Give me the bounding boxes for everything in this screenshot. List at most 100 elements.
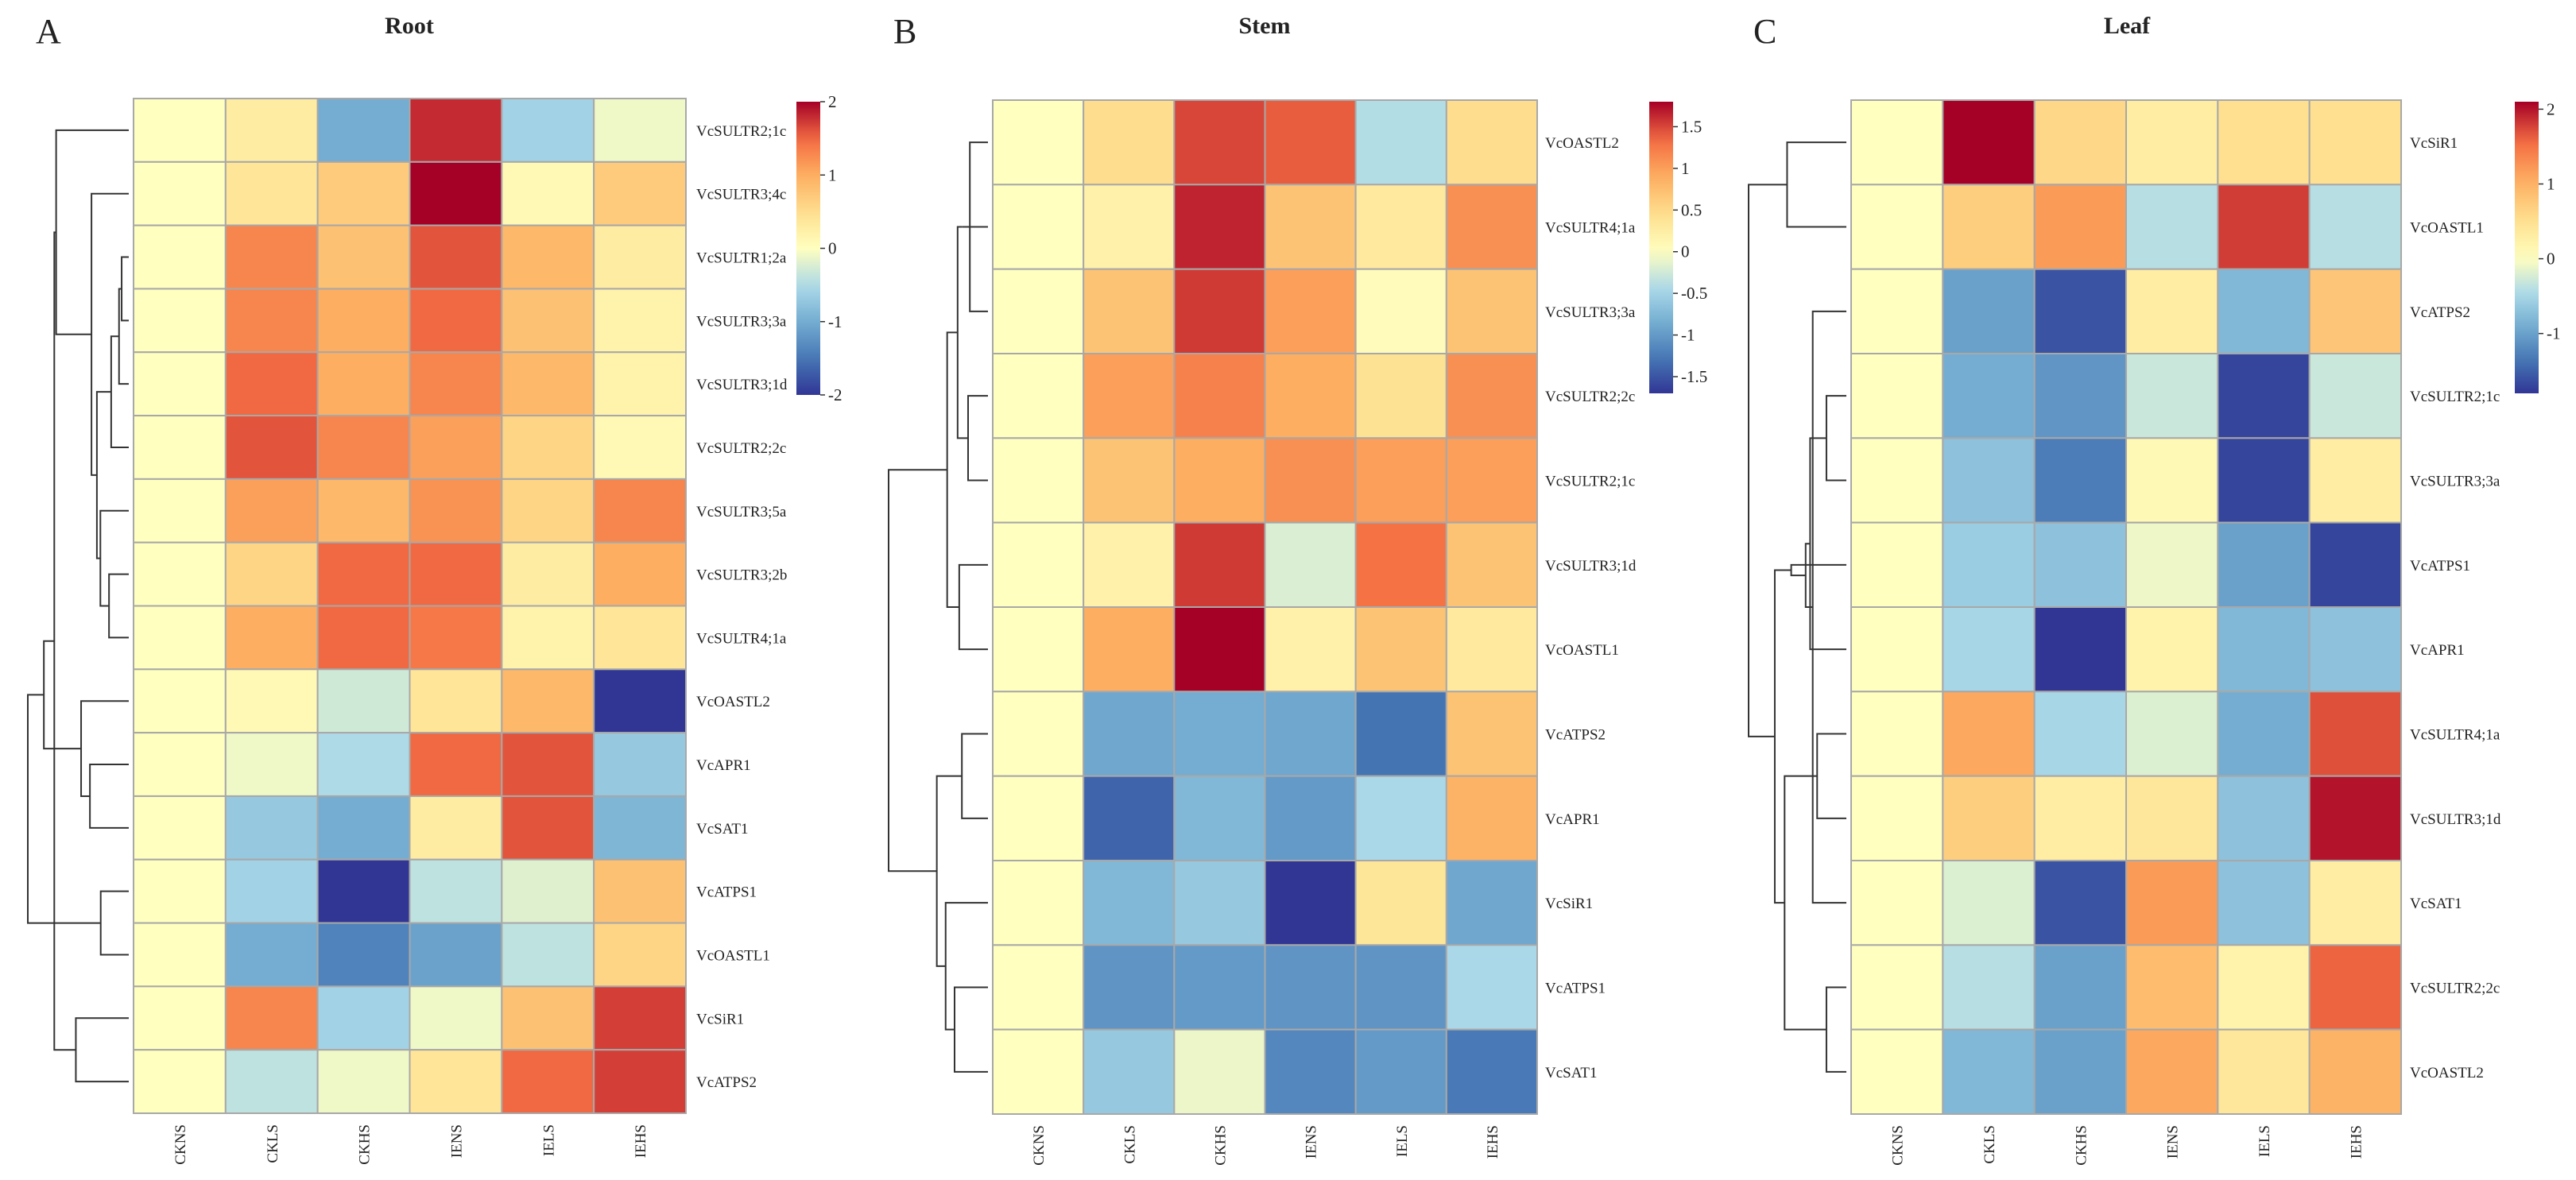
heatmap-cell (2217, 860, 2311, 946)
heatmap-cell (2033, 268, 2128, 354)
panel-letter: C (1753, 12, 1776, 51)
heatmap-cell (133, 922, 227, 988)
column-label: CKNS (1890, 1125, 1907, 1166)
heatmap-cell (1354, 99, 1447, 186)
heatmap-cell (2033, 944, 2128, 1031)
row-label: VcAPR1 (2410, 642, 2465, 659)
color-scale-tick-label: 1.5 (1681, 117, 1702, 136)
color-scale-bar (2515, 102, 2539, 393)
heatmap-cell (593, 224, 688, 290)
row-label: VcSULTR3;5a (696, 504, 787, 520)
heatmap-cell (1850, 437, 1944, 524)
heatmap-cell (1850, 184, 1944, 270)
heatmap-cell (992, 521, 1085, 609)
heatmap-cell (1264, 860, 1357, 946)
heatmap-cell (1173, 99, 1266, 186)
heatmap-cell (1942, 184, 2036, 270)
heatmap-cell (1264, 268, 1357, 354)
column-label: IELS (2256, 1125, 2273, 1157)
dendrogram-branch (1811, 310, 1846, 904)
heatmap-cell (409, 795, 503, 861)
heatmap-cell (1173, 944, 1266, 1031)
heatmap-cell (593, 795, 688, 861)
heatmap-cell (593, 161, 688, 226)
panel-title: Stem (1239, 13, 1291, 39)
heatmap-cell (593, 605, 688, 671)
heatmap-cell (1850, 691, 1944, 777)
heatmap-cell (409, 98, 503, 163)
heatmap-cell (2125, 521, 2219, 609)
heatmap-cell (1083, 1028, 1176, 1115)
heatmap-cell (501, 605, 595, 671)
panel-root: A Root VcSULTR2;1c VcSULTR3;4c VcSULTR1;2a Vc… (27, 12, 843, 1165)
heatmap-cell (2308, 1028, 2403, 1115)
column-label: CKHS (1212, 1125, 1229, 1166)
heatmap-cell (593, 478, 688, 544)
heatmap-cell (1083, 606, 1176, 693)
row-label: VcSAT1 (1545, 1065, 1597, 1081)
panel-leaf: C Leaf VcSiR1 VcOASTL1 VcATPS2 VcSULTR2;1c VcS… (1748, 12, 2561, 1166)
heatmap-cell (992, 268, 1085, 354)
heatmap-cell (409, 605, 503, 671)
heatmap-cell (501, 668, 595, 734)
row-label: VcOASTL1 (2410, 220, 2484, 237)
color-scale-tick-label: -1 (828, 312, 843, 331)
heatmap-cell (1083, 437, 1176, 524)
heatmap-cell (1173, 691, 1266, 777)
heatmap-cell (1083, 99, 1176, 186)
dendrogram-branch (944, 902, 988, 1031)
heatmap-cell (2308, 691, 2403, 777)
row-label: VcSiR1 (2410, 135, 2458, 152)
heatmap-cell (1173, 437, 1266, 524)
dendrogram-branch (55, 129, 129, 335)
heatmap-cell (1083, 860, 1176, 946)
heatmap-cell (1942, 1028, 2036, 1115)
heatmap-cell (133, 732, 227, 797)
row-label: VcSULTR2;2c (2410, 981, 2500, 997)
row-label: VcSULTR2;1c (696, 123, 786, 140)
heatmap-cell (1354, 184, 1447, 270)
heatmap-cell (1354, 353, 1447, 439)
heatmap-cell (501, 478, 595, 544)
heatmap-cell (224, 732, 319, 797)
heatmap-cell (133, 605, 227, 671)
heatmap-cell (133, 1049, 227, 1114)
column-label: CKNS (1031, 1125, 1048, 1166)
heatmap-cell (409, 858, 503, 924)
heatmap-cell (316, 351, 411, 417)
dendrogram-branch (935, 775, 963, 967)
panel-stem: B Stem VcOASTL2 VcSULTR4;1a VcSULTR3;3a VcSUL… (888, 12, 1707, 1166)
heatmap-cell (1850, 353, 1944, 439)
dendrogram-branch (110, 335, 129, 448)
heatmap-cell (2308, 775, 2403, 862)
heatmap-cell (1850, 775, 1944, 862)
dendrogram-branch (1784, 775, 1826, 1031)
heatmap-cell (409, 668, 503, 734)
heatmap-cell (992, 944, 1085, 1031)
dendrogram-branch (1773, 569, 1792, 904)
heatmap-cell (1942, 860, 2036, 946)
color-scale-bar (796, 102, 820, 395)
heatmap-cell (1173, 860, 1266, 946)
heatmap-cell (2308, 268, 2403, 354)
heatmap-cell (224, 795, 319, 861)
heatmap-cell (2217, 691, 2311, 777)
column-label: IENS (2165, 1125, 2182, 1159)
heatmap-cell (316, 668, 411, 734)
heatmap-cell (992, 606, 1085, 693)
dendrogram-branch (888, 469, 947, 872)
heatmap-cell (409, 478, 503, 544)
heatmap-cell (133, 98, 227, 163)
heatmap-cell (2033, 99, 2128, 186)
dendrogram-branch (80, 700, 129, 797)
color-scale-tick-label: 2 (2547, 99, 2555, 118)
heatmap-cell (1850, 521, 1944, 609)
color-scale-tick-label: 0 (1681, 242, 1690, 261)
heatmap-cell (2308, 944, 2403, 1031)
heatmap-cell (2125, 691, 2219, 777)
heatmap-cell (1083, 521, 1176, 609)
heatmap-cell (133, 795, 227, 861)
heatmap-cell (133, 668, 227, 734)
row-label: VcOASTL1 (696, 947, 770, 964)
heatmap-cell (1083, 944, 1176, 1031)
